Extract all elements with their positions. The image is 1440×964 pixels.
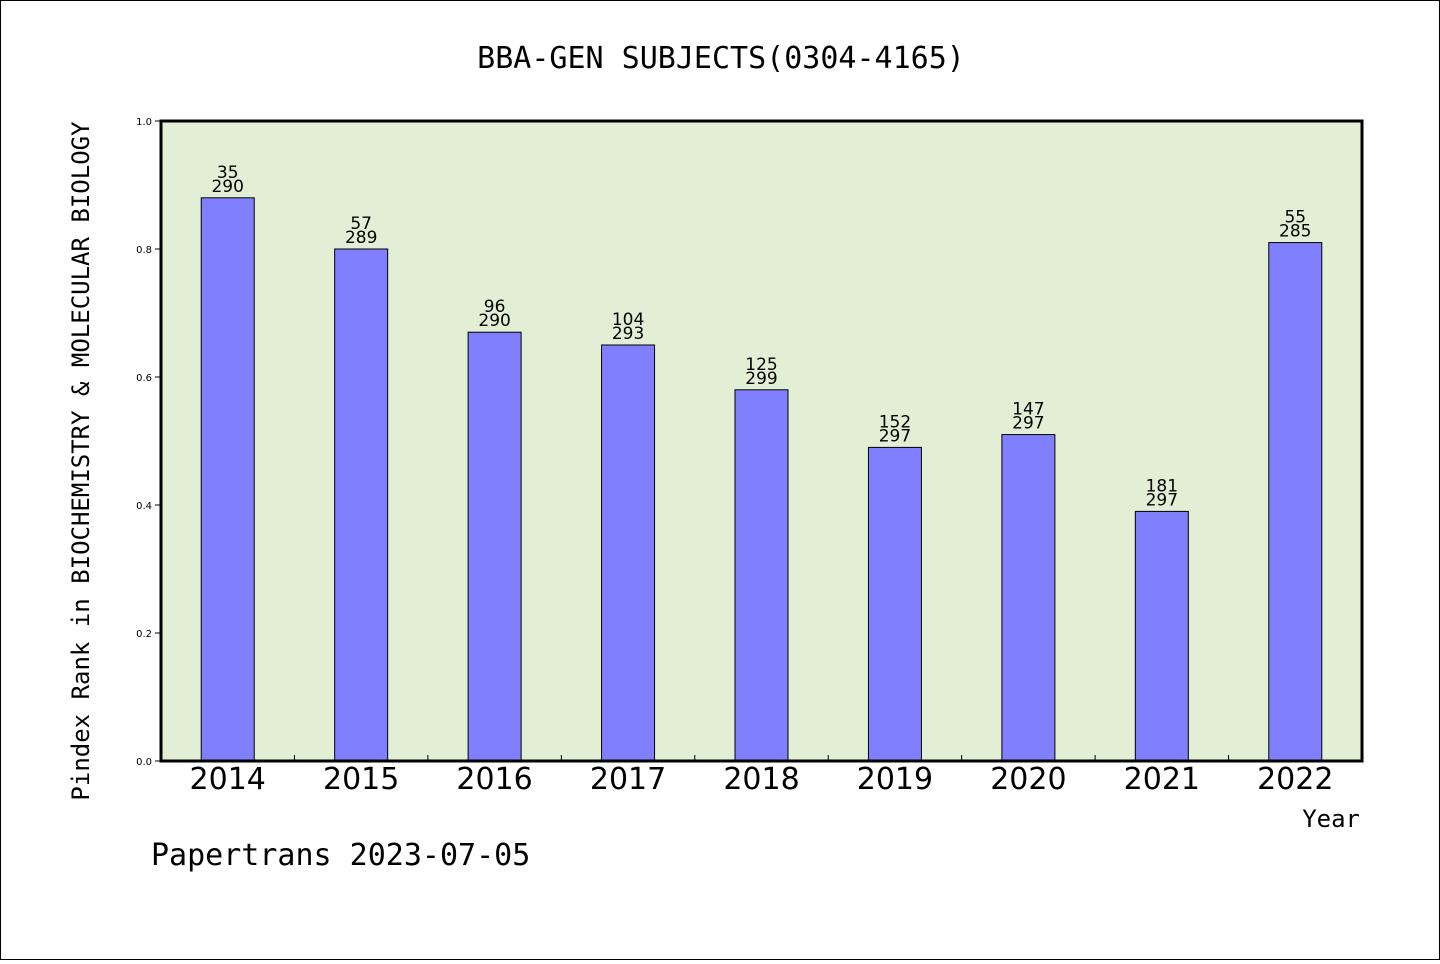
x-axis-label: Year <box>1302 805 1360 833</box>
x-tick-label-2020: 2020 <box>990 762 1066 797</box>
x-tick-label-2017: 2017 <box>590 762 666 797</box>
y-axis-ticks: 0.0 0.2 0.4 0.6 0.8 1.0 <box>136 117 161 768</box>
total-label-2020: 297 <box>1012 414 1044 434</box>
footer-text: Papertrans 2023-07-05 <box>151 838 530 873</box>
total-label-2014: 290 <box>211 177 243 197</box>
total-label-2018: 299 <box>745 369 777 389</box>
bar-2018 <box>734 389 789 762</box>
total-label-2016: 290 <box>478 311 510 331</box>
bar-2017 <box>601 344 656 762</box>
total-label-2017: 293 <box>612 324 644 344</box>
total-label-2021: 297 <box>1146 490 1178 510</box>
x-axis-ticks: 2014 2015 2016 2017 2018 2019 2020 2021 2022 <box>190 755 1333 797</box>
rank-label-2020: 147 <box>1012 400 1044 420</box>
rank-label-2015: 57 <box>350 214 372 234</box>
chart-title: BBA-GEN SUBJECTS(0304-4165) <box>477 41 965 76</box>
rank-label-2021: 181 <box>1146 476 1178 496</box>
y-tick-label: 0.0 <box>136 757 152 768</box>
x-tick-label-2022: 2022 <box>1257 762 1333 797</box>
x-tick-label-2018: 2018 <box>723 762 799 797</box>
total-label-2019: 297 <box>879 426 911 446</box>
plot-border <box>159 119 1364 763</box>
y-axis-label: Pindex Rank in BIOCHEMISTRY & MOLECULAR … <box>67 121 95 801</box>
x-tick-label-2014: 2014 <box>190 762 266 797</box>
rank-label-2014: 35 <box>217 163 239 183</box>
x-tick-label-2019: 2019 <box>857 762 933 797</box>
rank-label-2022: 55 <box>1284 208 1306 228</box>
bar-2015 <box>334 248 389 762</box>
y-tick-label: 0.4 <box>136 501 152 512</box>
y-tick-label: 0.6 <box>136 373 152 384</box>
rank-label-2017: 104 <box>612 310 644 330</box>
y-tick-label: 1.0 <box>136 117 152 128</box>
x-tick-label-2021: 2021 <box>1124 762 1200 797</box>
bar-2021 <box>1134 510 1189 762</box>
bar-2016 <box>467 331 522 762</box>
bar-2014 <box>200 197 255 762</box>
bar-2022 <box>1268 242 1323 762</box>
total-label-2022: 285 <box>1279 222 1311 242</box>
bar-2020 <box>1001 434 1056 762</box>
rank-label-2016: 96 <box>484 297 506 317</box>
y-tick-label: 0.2 <box>136 629 152 640</box>
rank-label-2019: 152 <box>879 412 911 432</box>
y-tick-label: 0.8 <box>136 245 152 256</box>
x-tick-label-2015: 2015 <box>323 762 399 797</box>
rank-label-2018: 125 <box>745 355 777 375</box>
total-label-2015: 289 <box>345 228 377 248</box>
bar-series <box>200 197 1323 762</box>
x-tick-label-2016: 2016 <box>456 762 532 797</box>
bar-2019 <box>867 446 922 762</box>
